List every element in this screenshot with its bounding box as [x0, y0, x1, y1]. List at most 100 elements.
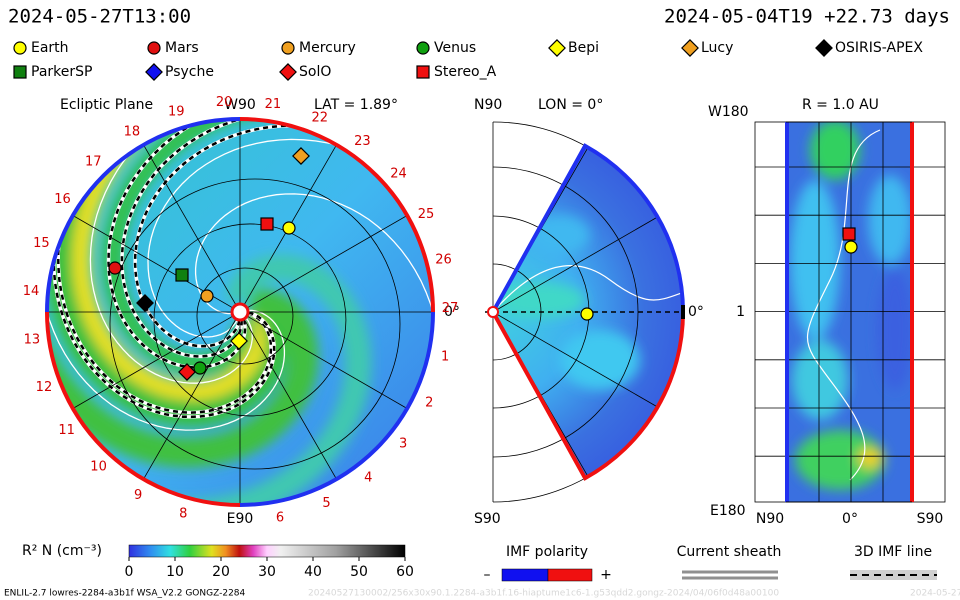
- colorbar-label: R² N (cm⁻³): [22, 543, 102, 559]
- field-line: [52, 150, 276, 419]
- density-arm: [101, 119, 321, 375]
- legend-label: Mars: [165, 40, 199, 56]
- marker: [136, 294, 154, 312]
- sector-label: 20: [216, 95, 233, 110]
- sector-label: 5: [322, 496, 330, 511]
- radial-panel: W180 R = 1.0 AU 1 E180 N90 0° S90: [708, 97, 946, 527]
- density-arm: [72, 119, 266, 401]
- footer-left: ENLIL-2.7 lowres-2284-a3b1f WSA_V2.2 GON…: [4, 589, 246, 599]
- panel-title: Ecliptic Plane: [60, 97, 153, 113]
- marker: [282, 221, 296, 235]
- marker: [145, 63, 163, 81]
- contour: [194, 193, 433, 427]
- field-line: [107, 119, 302, 369]
- polarity-rim: [45, 311, 241, 507]
- polarity-rim: [239, 311, 435, 507]
- density-arm: [47, 286, 319, 468]
- marker: [416, 65, 430, 79]
- colorbar-scale: [128, 544, 406, 558]
- contour: [47, 197, 286, 431]
- axis-label: S90: [474, 511, 501, 527]
- grid-line: [492, 311, 658, 408]
- sector-label: 17: [85, 154, 102, 169]
- sun: [230, 302, 250, 322]
- tick-label: 40: [304, 564, 322, 580]
- marker: [13, 41, 27, 55]
- ecliptic-panel: Ecliptic Plane W90 LAT = 1.89° 0° E90 12…: [23, 95, 460, 527]
- legend-label: Stereo_A: [434, 64, 497, 80]
- sector-label: 18: [124, 124, 141, 139]
- sector-label: 11: [58, 423, 75, 438]
- latitude: LAT = 1.89°: [314, 97, 398, 113]
- axis-label: E90: [227, 511, 254, 527]
- sector-label: 1: [441, 349, 449, 364]
- tick-label: 50: [350, 564, 368, 580]
- marker: [200, 289, 214, 303]
- sun: [487, 306, 499, 318]
- sector-label: 3: [399, 437, 407, 452]
- key-title: Current sheath: [677, 544, 782, 560]
- axis-label: W90: [224, 97, 256, 113]
- colorbar: R² N (cm⁻³) 0 10 20 30 40 50 60: [22, 543, 414, 580]
- panel-title: R = 1.0 AU: [802, 97, 879, 113]
- grid-ring: [153, 223, 347, 417]
- sector-label: 2: [425, 395, 433, 410]
- marker: [292, 147, 310, 165]
- marker: [580, 307, 594, 321]
- density-arm: [121, 254, 372, 505]
- marker: [279, 63, 297, 81]
- marker: [260, 217, 274, 231]
- footer-right: 2024-05-27: [910, 589, 960, 599]
- marker: [147, 41, 161, 55]
- axis-label: 1: [736, 304, 745, 320]
- sector-label: 10: [90, 460, 107, 475]
- legend-label: Mercury: [299, 40, 356, 56]
- legend-label: SolO: [299, 64, 331, 80]
- marker: [842, 227, 856, 241]
- legend-label: Earth: [31, 40, 69, 56]
- field-line: [133, 124, 402, 348]
- sector-label: 13: [24, 333, 41, 348]
- marker: [175, 268, 189, 282]
- axis-label: E180: [710, 503, 746, 519]
- tick-label: 60: [396, 564, 414, 580]
- sector-label: 12: [36, 380, 53, 395]
- marker: [193, 361, 207, 375]
- polarity-rim: [491, 311, 685, 481]
- sector-label: 23: [354, 134, 371, 149]
- grid-line: [492, 216, 658, 313]
- sector-label: 14: [23, 284, 40, 299]
- marker: [416, 41, 430, 55]
- axis-label: W180: [708, 104, 749, 120]
- sector-label: 19: [168, 104, 185, 119]
- marker: [815, 39, 833, 57]
- tick-label: 0: [125, 564, 134, 580]
- sector-label: 21: [265, 97, 282, 112]
- axis-label: S90: [917, 511, 944, 527]
- axis-label: N90: [474, 97, 502, 113]
- timestamp: 2024-05-27T13:00: [8, 6, 191, 28]
- axis-label: 0°: [444, 304, 460, 320]
- sector-label: 9: [134, 488, 142, 503]
- marker: [281, 41, 295, 55]
- sector-label: 26: [435, 253, 452, 268]
- legend: Earth Mars Mercury Venus Bepi Lucy OSIRIS-APEX…: [13, 39, 923, 81]
- sector-label: 27: [442, 301, 459, 316]
- longitude: LON = 0°: [538, 97, 603, 113]
- tick-label: 30: [258, 564, 276, 580]
- marker: [230, 332, 248, 350]
- polarity-rim: [45, 117, 241, 313]
- sector-label: 16: [54, 192, 71, 207]
- field-line: [120, 119, 356, 358]
- contour: [147, 138, 433, 338]
- tick-label: 10: [166, 564, 184, 580]
- marker: [548, 39, 566, 57]
- legend-label: Venus: [434, 40, 476, 56]
- legend-label: ParkerSP: [31, 64, 92, 80]
- sector-label: 6: [276, 511, 284, 526]
- keys: IMF polarity – + Current sheath 3D IMF l…: [484, 544, 937, 583]
- legend-label: Lucy: [701, 40, 733, 56]
- key-label: –: [484, 567, 491, 583]
- key-title: 3D IMF line: [854, 544, 932, 560]
